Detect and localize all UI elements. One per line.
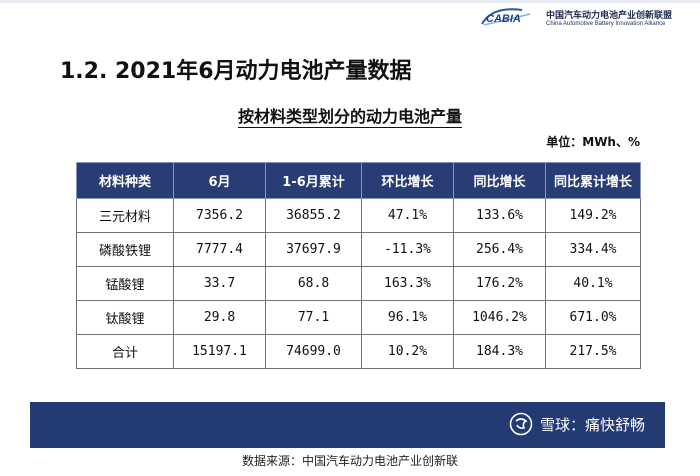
table-title-text: 按材料类型划分的动力电池产量 bbox=[237, 107, 462, 128]
cell-mom: 163.3% bbox=[361, 266, 454, 301]
cell-yoy: 1046.2% bbox=[453, 300, 546, 335]
cell-yoy-cumulative: 149.2% bbox=[545, 198, 641, 233]
source-caption: 数据来源：中国汽车动力电池产业创新联 bbox=[241, 454, 458, 468]
logo-cn-text: 中国汽车动力电池产业创新联盟 bbox=[546, 11, 673, 21]
cell-june: 7777.4 bbox=[173, 232, 266, 267]
cell-material: 钛酸锂 bbox=[76, 300, 174, 335]
table-header-row: 材料种类 6月 1-6月累计 环比增长 同比增长 同比累计增长 bbox=[76, 162, 641, 199]
cell-yoy: 184.3% bbox=[453, 334, 546, 369]
header-june: 6月 bbox=[173, 162, 266, 199]
cell-cumulative: 36855.2 bbox=[265, 198, 362, 233]
page-title: 1.2. 2021年6月动力电池产量数据 bbox=[60, 59, 412, 84]
table-row: 磷酸铁锂 7777.4 37697.9 -11.3% 256.4% 334.4% bbox=[76, 232, 641, 267]
header-yoy: 同比增长 bbox=[453, 162, 546, 199]
cell-mom: 96.1% bbox=[361, 300, 454, 335]
cell-june: 33.7 bbox=[173, 266, 266, 301]
top-rule bbox=[0, 0, 700, 3]
header-cumulative: 1-6月累计 bbox=[265, 162, 362, 199]
cell-yoy: 176.2% bbox=[453, 266, 546, 301]
cell-mom: 47.1% bbox=[361, 198, 454, 233]
cabia-logo-icon: CABIA bbox=[481, 8, 531, 26]
unit-label: 单位：MWh、% bbox=[546, 135, 640, 149]
cell-yoy-cumulative: 334.4% bbox=[545, 232, 641, 267]
table-row: 锰酸锂 33.7 68.8 163.3% 176.2% 40.1% bbox=[76, 266, 641, 301]
logo-mark-text: CABIA bbox=[486, 13, 521, 25]
cell-cumulative: 74699.0 bbox=[265, 334, 362, 369]
header-mom: 环比增长 bbox=[361, 162, 454, 199]
logo-en-text: China Automotive Battery Innovation Alli… bbox=[546, 21, 666, 27]
cell-mom: -11.3% bbox=[361, 232, 454, 267]
cell-yoy: 256.4% bbox=[453, 232, 546, 267]
cell-cumulative: 68.8 bbox=[265, 266, 362, 301]
header-yoy-cumulative: 同比累计增长 bbox=[545, 162, 641, 199]
cell-yoy-cumulative: 217.5% bbox=[545, 334, 641, 369]
cell-june: 29.8 bbox=[173, 300, 266, 335]
snowball-logo-icon bbox=[509, 412, 533, 436]
cell-cumulative: 77.1 bbox=[265, 300, 362, 335]
cell-material: 三元材料 bbox=[76, 198, 174, 233]
footer-banner bbox=[30, 402, 665, 448]
battery-output-table: 材料种类 6月 1-6月累计 环比增长 同比增长 同比累计增长 三元材料 735… bbox=[76, 162, 641, 369]
cell-material: 合计 bbox=[76, 334, 174, 369]
table-title: 按材料类型划分的动力电池产量 bbox=[0, 103, 700, 128]
cell-yoy: 133.6% bbox=[453, 198, 546, 233]
cell-june: 7356.2 bbox=[173, 198, 266, 233]
cell-cumulative: 37697.9 bbox=[265, 232, 362, 267]
header-material: 材料种类 bbox=[76, 162, 174, 199]
cell-mom: 10.2% bbox=[361, 334, 454, 369]
table-row: 钛酸锂 29.8 77.1 96.1% 1046.2% 671.0% bbox=[76, 300, 641, 335]
cell-yoy-cumulative: 671.0% bbox=[545, 300, 641, 335]
table-row-total: 合计 15197.1 74699.0 10.2% 184.3% 217.5% bbox=[76, 334, 641, 369]
watermark-text: 雪球：痛快舒畅 bbox=[540, 416, 646, 434]
cell-june: 15197.1 bbox=[173, 334, 266, 369]
table-row: 三元材料 7356.2 36855.2 47.1% 133.6% 149.2% bbox=[76, 198, 641, 233]
cell-material: 磷酸铁锂 bbox=[76, 232, 174, 267]
cell-material: 锰酸锂 bbox=[76, 266, 174, 301]
cell-yoy-cumulative: 40.1% bbox=[545, 266, 641, 301]
